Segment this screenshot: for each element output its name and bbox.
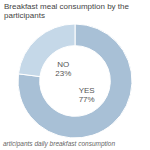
slice-label: YES (79, 86, 95, 95)
title: Breakfast meal consumption by thepartici… (4, 2, 130, 20)
caption: articipants daily breakfast consumption (3, 140, 115, 148)
donut (18, 24, 132, 138)
slice-label: NO (57, 60, 69, 69)
slice (18, 24, 132, 138)
title-line: participants (4, 11, 45, 20)
title-line: Breakfast meal consumption by the (4, 2, 130, 11)
chart: Breakfast meal consumption by thepartici… (0, 0, 150, 150)
value-label: 77% (79, 95, 95, 104)
value-label: 23% (55, 69, 71, 78)
